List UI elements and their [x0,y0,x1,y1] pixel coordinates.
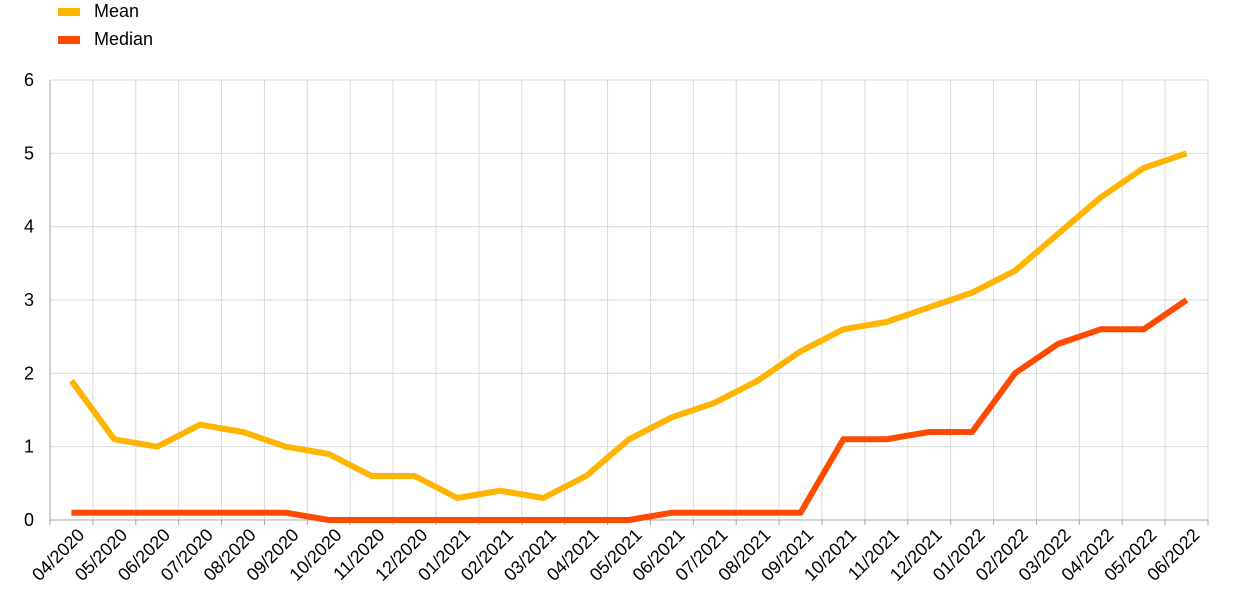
y-tick-labels: 0 1 2 3 4 5 6 [24,70,34,530]
y-tick-label: 4 [24,217,34,237]
gridlines [50,79,1209,520]
series-lines [68,150,1189,523]
x-tick-labels: 04/202005/202006/202007/202008/202009/20… [28,525,1203,585]
series-line-mean [68,150,1188,501]
y-tick-label: 6 [24,70,34,90]
y-tick-label: 5 [24,143,34,163]
series-line-median [71,297,1189,523]
y-tick-label: 0 [24,510,34,530]
legend-label-median: Median [94,29,154,49]
y-tick-label: 3 [24,290,34,310]
legend-swatch-median [58,36,80,44]
y-tick-label: 2 [24,363,34,383]
legend-label-mean: Mean [94,1,140,21]
legend-swatch-mean [58,8,80,16]
y-tick-label: 1 [24,437,34,457]
axes [49,80,1209,525]
